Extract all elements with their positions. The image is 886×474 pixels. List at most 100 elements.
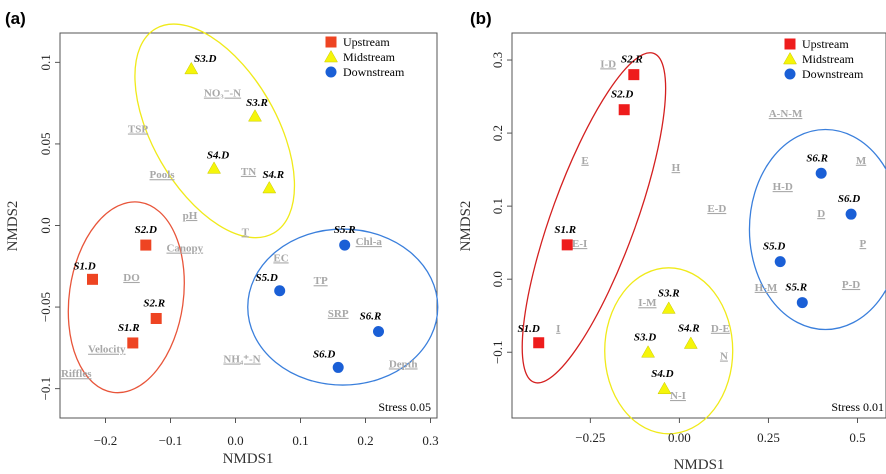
site-label: S2.R xyxy=(143,297,165,309)
downstream-point xyxy=(373,326,384,338)
variable-label: H-D xyxy=(773,181,793,193)
site-label: S3.R xyxy=(246,97,268,109)
variable-label: DO xyxy=(123,272,140,284)
legend-label: Midstream xyxy=(343,50,396,64)
panel-a-xlabel: NMDS1 xyxy=(223,451,274,467)
variable-label: P-D xyxy=(842,279,860,291)
y-tick-label: −0.1 xyxy=(38,377,53,401)
variable-label: Velocity xyxy=(88,344,126,356)
variable-label: H xyxy=(672,162,681,174)
variable-label: N xyxy=(720,351,728,363)
y-tick-label: 0.1 xyxy=(38,54,53,70)
panel-b-points: S2.R S2.D S1.R S1.D S3.R S4.R S3.D S4.D S6.R S6.D… xyxy=(518,54,860,395)
panel-a-stress: Stress 0.05 xyxy=(378,400,431,414)
site-label: S3.R xyxy=(658,287,680,299)
midstream-ellipse xyxy=(604,267,734,435)
x-tick-label: 0.3 xyxy=(422,433,438,448)
legend-label: Midstream xyxy=(802,52,855,66)
variable-label: E-D xyxy=(707,203,726,215)
panel-b: (b) −0.25 0.00 0.25 0.5 −0.1 0.0 0.1 0.2 0.3 I-D… xyxy=(458,9,886,473)
site-label: S1.R xyxy=(118,322,140,334)
site-label: S2.D xyxy=(135,224,157,236)
midstream-point xyxy=(661,301,676,314)
x-tick-label: −0.25 xyxy=(575,430,605,445)
downstream-point xyxy=(815,167,827,179)
downstream-ellipse xyxy=(247,228,439,386)
panel-b-variable-labels: I-D A-N-M E H M H-D E-D D E-I P H-M P-D I-M I D-E N N-I xyxy=(556,58,867,402)
upstream-point xyxy=(533,337,545,349)
site-label: S2.R xyxy=(621,54,643,66)
panel-a-tag: (a) xyxy=(5,9,26,28)
midstream-point xyxy=(207,161,221,174)
legend-midstream-marker xyxy=(324,49,338,63)
site-label: S6.R xyxy=(806,152,828,164)
panel-a-ellipses xyxy=(67,23,439,394)
site-label: S3.D xyxy=(194,53,216,65)
variable-label: D-E xyxy=(711,323,730,335)
legend-downstream-marker xyxy=(325,66,337,78)
variable-label: pH xyxy=(183,210,198,222)
upstream-point xyxy=(140,239,152,251)
y-tick-label: −0.1 xyxy=(490,340,505,364)
panel-a: (a) −0.2 −0.1 0.0 0.1 0.2 0.3 −0.1 −0.05 0.0 0.05… xyxy=(5,9,439,467)
upstream-point xyxy=(127,337,139,349)
variable-label: N-I xyxy=(670,390,686,402)
variable-label: NO₃⁻-N xyxy=(204,88,241,100)
site-label: S6.R xyxy=(360,311,382,323)
variable-label: A-N-M xyxy=(769,108,803,120)
variable-label: SRP xyxy=(328,308,349,320)
x-tick-label: 0.2 xyxy=(357,433,373,448)
upstream-point xyxy=(618,104,630,116)
downstream-point xyxy=(332,361,344,373)
variable-label: Depth xyxy=(389,358,418,370)
variable-label: T xyxy=(242,226,250,238)
y-tick-label: 0.0 xyxy=(38,217,53,233)
site-label: S1.D xyxy=(73,260,95,272)
midstream-point xyxy=(657,381,672,395)
legend-midstream-marker xyxy=(783,51,797,65)
legend-upstream-marker xyxy=(784,38,796,50)
variable-label: TP xyxy=(314,275,328,287)
y-tick-label: 0.3 xyxy=(490,52,505,68)
variable-label: E-I xyxy=(572,238,587,250)
panel-b-ellipses xyxy=(521,52,886,435)
variable-label: TSP xyxy=(128,124,148,136)
panel-b-tag: (b) xyxy=(470,9,492,28)
variable-label: Riffles xyxy=(61,368,92,380)
site-label: S1.R xyxy=(554,224,576,236)
legend-label: Downstream xyxy=(802,67,864,81)
panel-b-axes: −0.25 0.00 0.25 0.5 −0.1 0.0 0.1 0.2 0.3 xyxy=(490,52,866,445)
variable-label: Chl-a xyxy=(356,236,383,248)
panel-a-points: S1.D S2.D S2.R S1.R S3.D S3.R S4.D S4.R S5.R S5.D… xyxy=(73,53,384,373)
midstream-point xyxy=(184,61,199,75)
panel-a-ylabel: NMDS2 xyxy=(5,201,21,252)
variable-label: I-D xyxy=(600,58,616,70)
upstream-point xyxy=(628,69,640,81)
site-label: S6.D xyxy=(313,348,335,360)
x-tick-label: 0.5 xyxy=(849,430,865,445)
legend-label: Upstream xyxy=(343,35,390,49)
site-label: S4.R xyxy=(678,322,700,334)
site-label: S4.R xyxy=(262,169,284,181)
variable-label: D xyxy=(817,208,825,220)
variable-label: M xyxy=(856,155,867,167)
site-label: S5.D xyxy=(256,272,278,284)
downstream-point xyxy=(845,208,857,220)
site-label: S5.D xyxy=(763,241,785,253)
x-tick-label: −0.2 xyxy=(94,433,118,448)
downstream-point xyxy=(274,285,286,297)
downstream-point xyxy=(774,256,786,268)
site-label: S2.D xyxy=(611,89,633,101)
x-tick-label: −0.1 xyxy=(159,433,183,448)
upstream-point xyxy=(561,239,573,251)
panel-a-axes: −0.2 −0.1 0.0 0.1 0.2 0.3 −0.1 −0.05 0.0 0.05 0.1 xyxy=(38,54,439,448)
upstream-ellipse xyxy=(521,52,667,384)
upstream-point xyxy=(150,312,162,324)
variable-label: NH₄⁺-N xyxy=(223,354,260,366)
legend-upstream-marker xyxy=(325,36,337,48)
site-label: S5.R xyxy=(334,224,356,236)
site-label: S3.D xyxy=(634,331,656,343)
